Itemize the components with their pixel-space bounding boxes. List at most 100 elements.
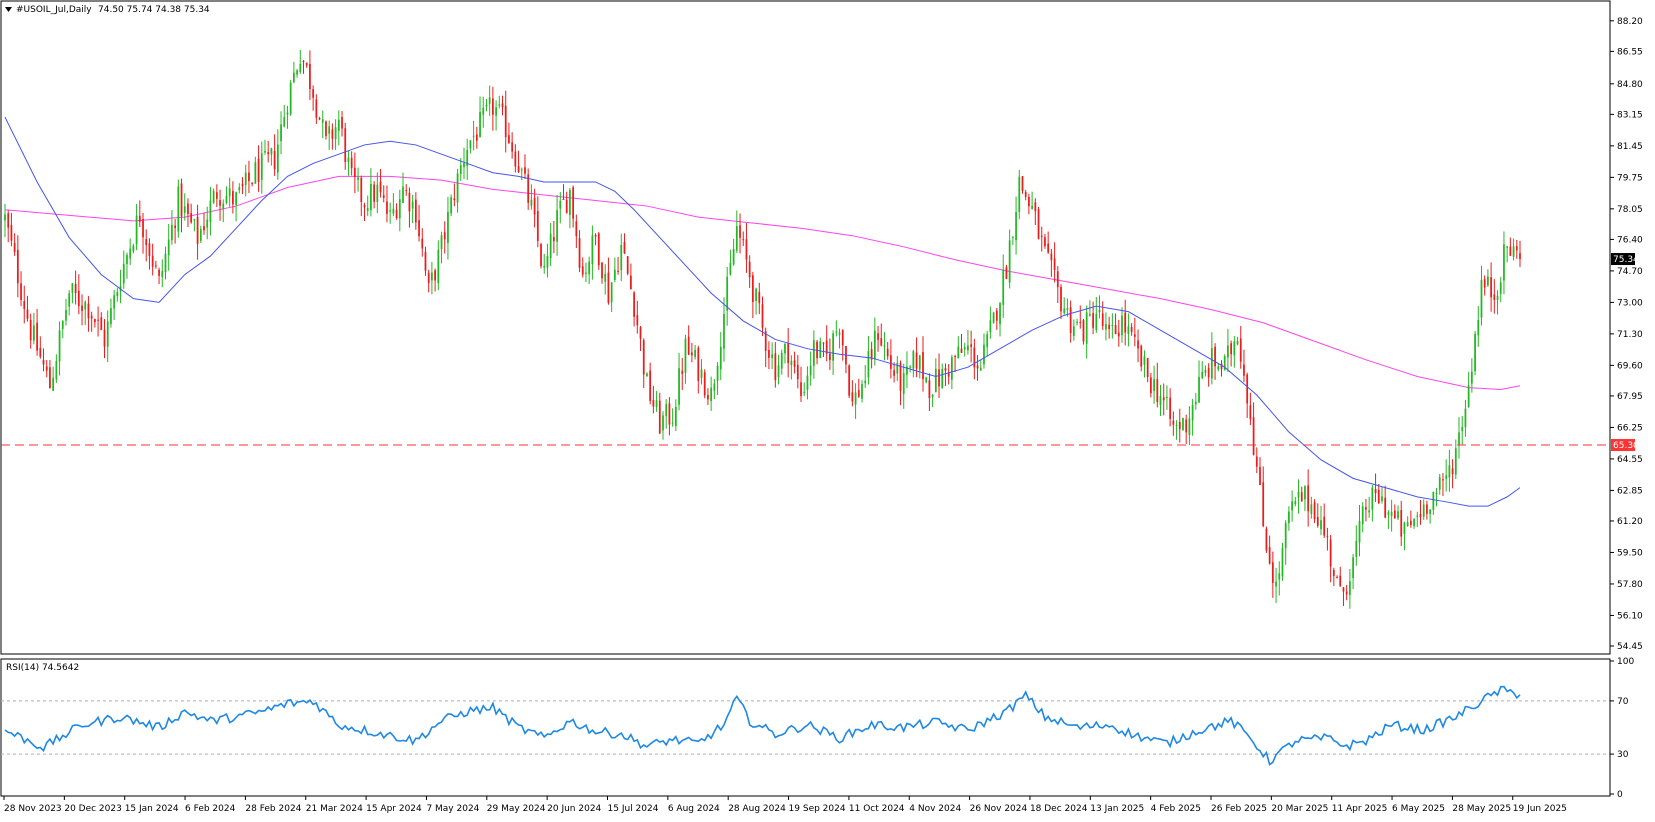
candle-body xyxy=(626,256,629,274)
candle-body xyxy=(1390,511,1393,516)
candle-body xyxy=(803,392,806,394)
candle-body xyxy=(1278,573,1281,580)
candle-body xyxy=(440,235,443,249)
candle-body xyxy=(1060,286,1062,312)
candle-body xyxy=(65,310,67,321)
candle-body xyxy=(222,203,225,210)
candle-body xyxy=(299,63,302,73)
candle-body xyxy=(450,197,453,214)
candle-body xyxy=(992,312,995,323)
candle-body xyxy=(219,200,221,206)
candle-body xyxy=(1271,562,1274,583)
candle-body xyxy=(1387,512,1390,515)
candle-body xyxy=(838,332,841,335)
candle-body xyxy=(447,211,449,243)
candle-body xyxy=(325,121,327,136)
candle-body xyxy=(1175,424,1178,426)
candle-body xyxy=(691,352,693,356)
candle-body xyxy=(488,97,491,104)
price-tick-label: 64.55 xyxy=(1617,455,1643,465)
symbol-menu-triangle-icon[interactable] xyxy=(5,7,12,12)
candle-body xyxy=(158,269,160,276)
candle-body xyxy=(453,198,456,201)
candle-body xyxy=(591,235,594,265)
candle-body xyxy=(74,283,77,294)
candle-body xyxy=(1210,348,1213,379)
price-tick-label: 83.15 xyxy=(1617,110,1643,120)
candle-body xyxy=(1374,489,1377,494)
candle-body xyxy=(1313,502,1316,520)
candle-body xyxy=(296,70,298,75)
candle-body xyxy=(1268,547,1271,564)
candle-body xyxy=(1467,385,1470,407)
price-tick-label: 57.80 xyxy=(1617,580,1643,590)
candle-body xyxy=(376,184,379,202)
candle-body xyxy=(1140,345,1143,367)
candle-body xyxy=(1487,276,1489,286)
candle-body xyxy=(665,403,668,417)
candle-body xyxy=(280,124,282,142)
candle-body xyxy=(877,333,879,340)
candle-body xyxy=(581,266,584,275)
candle-body xyxy=(1336,577,1338,579)
candle-body xyxy=(1329,539,1332,567)
candle-body xyxy=(286,112,289,115)
candle-body xyxy=(1008,240,1011,283)
candle-body xyxy=(241,183,244,187)
candle-body xyxy=(1451,468,1454,475)
candle-body xyxy=(1323,516,1326,536)
candle-body xyxy=(1316,517,1319,526)
candle-body xyxy=(697,347,700,381)
candle-body xyxy=(768,350,770,358)
candle-body xyxy=(546,255,549,268)
candle-body xyxy=(1227,345,1229,358)
candle-body xyxy=(530,199,533,206)
candle-body xyxy=(986,334,989,348)
candle-body xyxy=(475,134,478,141)
candle-body xyxy=(617,270,619,272)
candle-body xyxy=(1413,519,1415,527)
candle-body xyxy=(1422,504,1425,517)
candle-body xyxy=(1352,557,1354,579)
candle-body xyxy=(334,127,337,140)
candle-body xyxy=(642,340,645,375)
candle-body xyxy=(941,368,944,388)
candle-body xyxy=(459,165,462,175)
time-tick-label: 19 Sep 2024 xyxy=(789,804,846,814)
candle-body xyxy=(934,368,937,393)
candle-body xyxy=(1246,374,1249,404)
candle-body xyxy=(1339,575,1342,587)
candle-body xyxy=(963,347,966,350)
candle-body xyxy=(761,304,764,328)
candle-body xyxy=(854,392,857,405)
candle-body xyxy=(569,189,571,215)
candle-body xyxy=(382,195,385,199)
candle-body xyxy=(238,187,241,191)
candle-body xyxy=(1166,397,1168,399)
candle-body xyxy=(154,265,157,267)
candle-body xyxy=(341,117,343,129)
candle-body xyxy=(655,400,658,408)
candle-body xyxy=(745,239,748,260)
time-tick-label: 20 Dec 2023 xyxy=(64,804,122,814)
candle-body xyxy=(1464,408,1467,428)
candle-body xyxy=(793,360,796,367)
candle-body xyxy=(967,345,969,351)
candle-body xyxy=(636,315,639,326)
candle-body xyxy=(1117,332,1120,337)
candle-body xyxy=(520,169,523,171)
candle-body xyxy=(1432,491,1435,511)
candle-body xyxy=(950,357,953,380)
candle-body xyxy=(1406,522,1409,527)
horizontal-line-group[interactable]: 65.30 75.34 xyxy=(1,253,1639,452)
candle-body xyxy=(1355,540,1358,557)
candle-body xyxy=(790,360,793,366)
candle-body xyxy=(479,111,481,138)
candle-body xyxy=(610,282,613,303)
candle-body xyxy=(1143,356,1146,365)
candle-body xyxy=(1262,482,1265,526)
candle-body xyxy=(39,348,42,357)
rsi-tick-label: 100 xyxy=(1617,657,1634,667)
